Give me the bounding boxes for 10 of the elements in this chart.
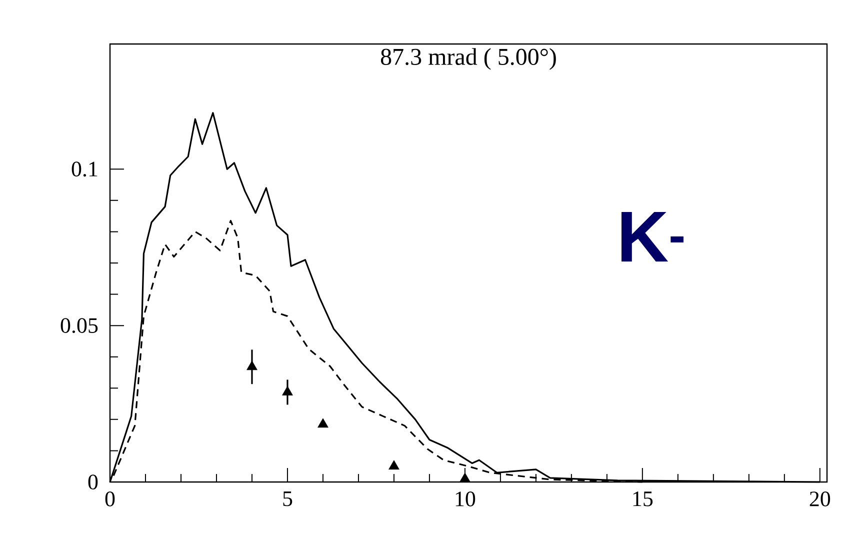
x-tick-label: 10: [456, 492, 476, 506]
x-tick-label: 5: [283, 492, 292, 506]
y-tick-label: 0: [88, 474, 98, 490]
annotation: K$^{-}$: [622, 212, 684, 262]
x-tick-label: 0: [105, 492, 115, 506]
y-tick-label: 0.05: [60, 318, 98, 334]
chart-title: 87.3 mrad ( 5.00°): [380, 48, 556, 70]
x-tick-label: 15: [633, 492, 653, 506]
y-tick-label: 0.1: [72, 162, 98, 177]
x-tick-label: 20: [810, 492, 830, 506]
